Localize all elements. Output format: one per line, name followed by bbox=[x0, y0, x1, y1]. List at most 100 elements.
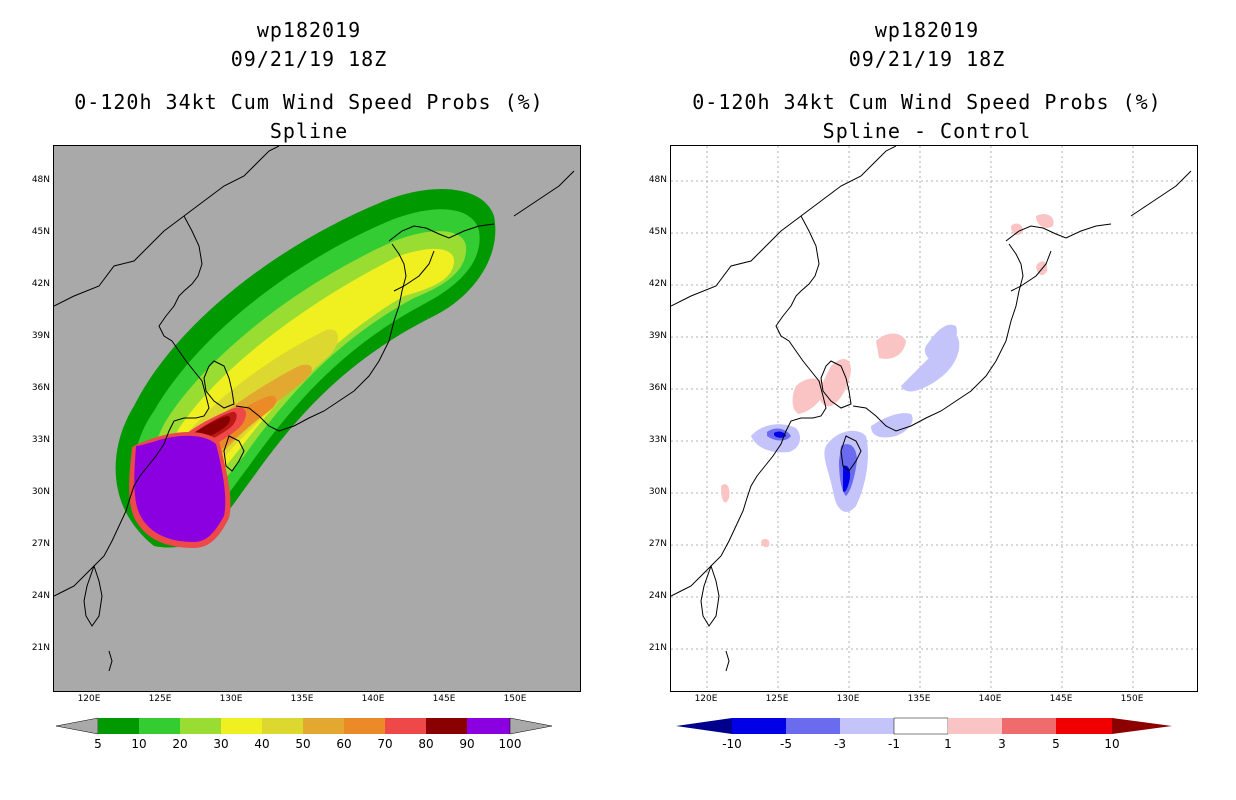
left-map bbox=[53, 145, 581, 692]
lon-label: 135E bbox=[907, 694, 931, 704]
lat-label: 36N bbox=[648, 383, 667, 393]
right-lon-axis: 120E 125E 130E 135E 140E 145E 150E bbox=[670, 694, 1196, 708]
wind-prob-contours bbox=[115, 189, 496, 548]
colorbar-label: 80 bbox=[418, 737, 434, 751]
left-panel: wp182019 09/21/19 18Z 0-120h 34kt Cum Wi… bbox=[0, 16, 618, 751]
lon-label: 140E bbox=[978, 694, 1002, 704]
colorbar-swatch bbox=[893, 717, 949, 735]
lat-label: 45N bbox=[31, 227, 50, 237]
right-colorbar-graphic bbox=[676, 717, 1172, 735]
colorbar-label: -10 bbox=[722, 737, 742, 751]
left-colorbar-graphic bbox=[55, 717, 553, 735]
coastlines bbox=[671, 146, 1192, 672]
right-map-graphic bbox=[671, 146, 1197, 691]
colorbar-min-arrow bbox=[55, 717, 99, 735]
lon-label: 125E bbox=[148, 694, 172, 704]
right-subtitle: Spline - Control bbox=[822, 119, 1032, 143]
colorbar-swatch bbox=[1002, 718, 1056, 734]
colorbar-swatch bbox=[344, 718, 385, 734]
lat-label: 39N bbox=[31, 331, 50, 341]
lon-label: 120E bbox=[694, 694, 718, 704]
lat-label: 45N bbox=[648, 227, 667, 237]
left-lon-axis: 120E 125E 130E 135E 140E 145E 150E bbox=[53, 694, 579, 708]
right-header: wp182019 09/21/19 18Z bbox=[618, 16, 1236, 74]
left-title: 0-120h 34kt Cum Wind Speed Probs (%) Spl… bbox=[0, 88, 618, 146]
colorbar-label: -5 bbox=[780, 737, 792, 751]
difference-contours bbox=[721, 214, 1054, 548]
lat-label: 42N bbox=[31, 279, 50, 289]
colorbar-label: -1 bbox=[888, 737, 900, 751]
colorbar-swatch bbox=[262, 718, 303, 734]
left-header: wp182019 09/21/19 18Z bbox=[0, 16, 618, 74]
colorbar-label: 40 bbox=[254, 737, 270, 751]
colorbar-max-arrow bbox=[1112, 718, 1172, 734]
right-product-title: 0-120h 34kt Cum Wind Speed Probs (%) bbox=[692, 90, 1162, 114]
colorbar-label: 5 bbox=[1052, 737, 1060, 751]
right-colorbar-labels: -10 -5 -3 -1 1 3 5 10 bbox=[676, 737, 1172, 751]
lat-label: 30N bbox=[31, 487, 50, 497]
lat-label: 24N bbox=[31, 591, 50, 601]
colorbar-swatch bbox=[840, 718, 894, 734]
lat-label: 33N bbox=[31, 435, 50, 445]
left-colorbar-labels: 5 10 20 30 40 50 60 70 80 90 100 bbox=[56, 737, 552, 751]
lon-label: 130E bbox=[836, 694, 860, 704]
lat-label: 21N bbox=[648, 643, 667, 653]
colorbar-label: 10 bbox=[131, 737, 147, 751]
lon-label: 145E bbox=[1049, 694, 1073, 704]
lat-label: 33N bbox=[648, 435, 667, 445]
left-datetime: 09/21/19 18Z bbox=[230, 47, 388, 71]
gridlines bbox=[671, 146, 1197, 691]
colorbar-label: 100 bbox=[498, 737, 522, 751]
colorbar-label: 5 bbox=[94, 737, 102, 751]
lon-label: 140E bbox=[361, 694, 385, 704]
lon-label: 130E bbox=[219, 694, 243, 704]
right-lat-axis: 48N 45N 42N 39N 36N 33N 30N 27N 24N 21N bbox=[618, 145, 667, 690]
colorbar-max-arrow bbox=[509, 717, 553, 735]
lat-label: 36N bbox=[31, 383, 50, 393]
lon-label: 135E bbox=[290, 694, 314, 704]
colorbar-label: 10 bbox=[1104, 737, 1120, 751]
colorbar-swatch bbox=[467, 718, 510, 734]
lat-label: 30N bbox=[648, 487, 667, 497]
lat-label: 42N bbox=[648, 279, 667, 289]
lat-label: 24N bbox=[648, 591, 667, 601]
lat-label: 27N bbox=[31, 539, 50, 549]
lat-label: 48N bbox=[648, 175, 667, 185]
left-lat-axis: 48N 45N 42N 39N 36N 33N 30N 27N 24N 21N bbox=[0, 145, 50, 690]
colorbar-label: -3 bbox=[834, 737, 846, 751]
lat-label: 21N bbox=[31, 643, 50, 653]
lat-label: 39N bbox=[648, 331, 667, 341]
colorbar-swatch bbox=[732, 718, 786, 734]
colorbar-label: 20 bbox=[172, 737, 188, 751]
left-product-title: 0-120h 34kt Cum Wind Speed Probs (%) bbox=[74, 90, 544, 114]
colorbar-label: 30 bbox=[213, 737, 229, 751]
lon-label: 120E bbox=[77, 694, 101, 704]
left-subtitle: Spline bbox=[269, 119, 349, 143]
left-storm-id: wp182019 bbox=[256, 18, 362, 42]
coastlines bbox=[54, 146, 575, 672]
right-colorbar bbox=[676, 717, 1172, 735]
left-map-graphic bbox=[54, 146, 575, 672]
colorbar-label: 70 bbox=[377, 737, 393, 751]
lon-label: 145E bbox=[432, 694, 456, 704]
colorbar-label: 1 bbox=[944, 737, 952, 751]
colorbar-swatch bbox=[1056, 718, 1112, 734]
colorbar-swatch bbox=[948, 718, 1002, 734]
right-title: 0-120h 34kt Cum Wind Speed Probs (%) Spl… bbox=[618, 88, 1236, 146]
right-map bbox=[670, 145, 1198, 692]
lon-label: 150E bbox=[503, 694, 527, 704]
colorbar-swatch bbox=[98, 718, 139, 734]
colorbar-label: 60 bbox=[336, 737, 352, 751]
lat-label: 48N bbox=[31, 175, 50, 185]
colorbar-label: 50 bbox=[295, 737, 311, 751]
colorbar-swatch bbox=[221, 718, 262, 734]
colorbar-swatch bbox=[303, 718, 344, 734]
colorbar-label: 90 bbox=[459, 737, 475, 751]
right-datetime: 09/21/19 18Z bbox=[848, 47, 1006, 71]
colorbar-swatch bbox=[786, 718, 840, 734]
colorbar-min-arrow bbox=[676, 718, 732, 734]
lon-label: 125E bbox=[765, 694, 789, 704]
lon-label: 150E bbox=[1120, 694, 1144, 704]
colorbar-swatch bbox=[426, 718, 467, 734]
colorbar-label: 3 bbox=[998, 737, 1006, 751]
